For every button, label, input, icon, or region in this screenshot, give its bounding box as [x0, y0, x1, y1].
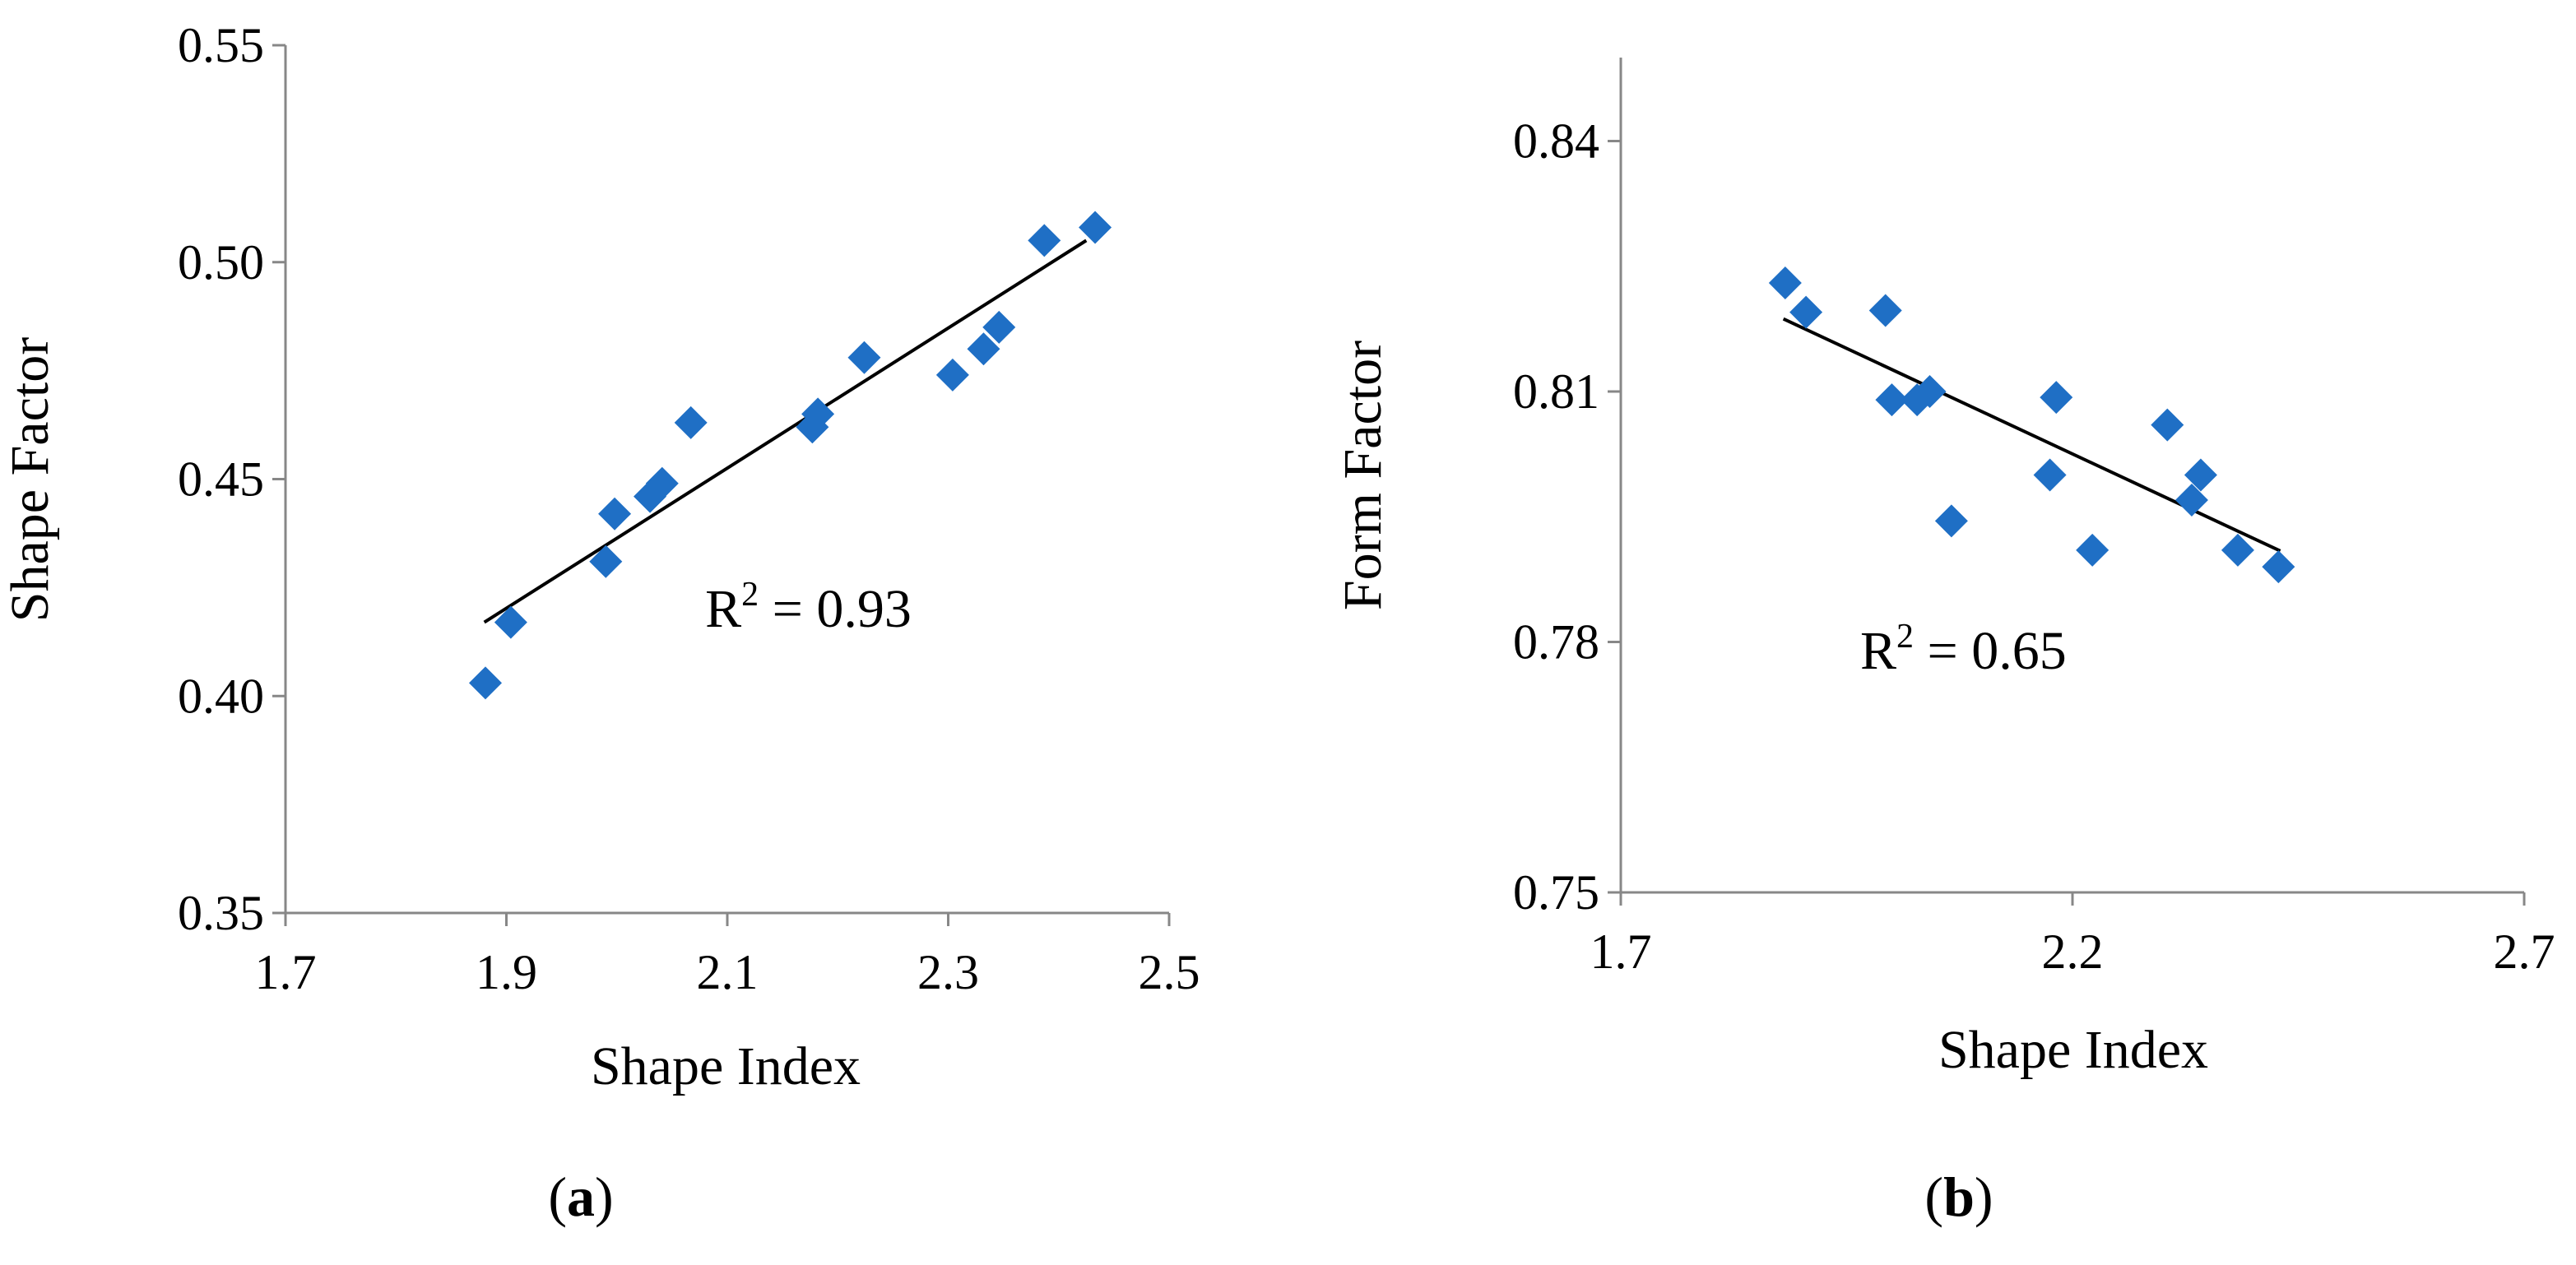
y-tick-label: 0.35 [178, 886, 264, 940]
r-squared-value: = 0.93 [759, 579, 912, 639]
panel-label: (a) [548, 1165, 613, 1228]
data-point-diamond [2033, 458, 2067, 492]
data-point-diamond [589, 544, 623, 578]
x-tick-label: 2.5 [1139, 945, 1200, 999]
data-point-diamond [847, 341, 881, 374]
y-tick-label: 0.45 [178, 452, 264, 507]
y-tick-label: 0.50 [178, 235, 264, 290]
r-squared-superscript: 2 [741, 576, 759, 614]
x-axis-title: Shape Index [1938, 1020, 2208, 1080]
data-point-diamond [967, 332, 1000, 366]
data-point-diamond [1768, 266, 1802, 300]
data-point-diamond [2184, 458, 2217, 492]
x-tick-label: 2.2 [2042, 924, 2104, 979]
x-axis-ticks: 1.7 2.2 2.7 [1590, 892, 2555, 979]
trendline [483, 239, 1088, 624]
y-axis-title: Form Factor [1333, 341, 1393, 610]
data-point-diamond [1913, 375, 1947, 408]
data-point-diamond [1028, 224, 1061, 257]
data-point-diamond [674, 405, 708, 439]
data-point-diamond [2076, 533, 2110, 567]
data-point-diamond [2040, 381, 2073, 415]
data-point-diamond [2262, 550, 2295, 584]
y-tick-label: 0.75 [1513, 865, 1599, 920]
x-tick-label: 1.9 [476, 945, 537, 999]
data-point-diamond [2151, 408, 2184, 442]
data-point-diamond [935, 358, 969, 392]
data-point-diamond [645, 466, 679, 500]
r-squared-symbol: R [1860, 621, 1896, 681]
y-tick-label: 0.84 [1513, 114, 1599, 169]
data-point-diamond [1079, 211, 1112, 244]
data-point-diamond [598, 497, 632, 531]
x-tick-label: 2.7 [2494, 924, 2555, 979]
data-point-diamond [1934, 504, 1968, 538]
r-squared-value: = 0.65 [1914, 621, 2067, 681]
r-squared-annotation: R2 = 0.65 [1860, 618, 2067, 681]
x-tick-label: 1.7 [1590, 924, 1652, 979]
data-points [468, 211, 1112, 700]
data-point-diamond [2221, 533, 2254, 567]
x-tick-label: 2.3 [917, 945, 979, 999]
panel-label-letter: a [567, 1165, 595, 1228]
r-squared-symbol: R [705, 579, 741, 639]
x-tick-label: 2.1 [697, 945, 759, 999]
y-axis-ticks: 0.35 0.40 0.45 0.50 0.55 [178, 18, 285, 940]
data-point-diamond [468, 666, 502, 700]
data-point-diamond [494, 605, 527, 639]
r-squared-annotation: R2 = 0.93 [705, 576, 912, 639]
panel-label: (b) [1924, 1165, 1993, 1228]
y-tick-label: 0.78 [1513, 615, 1599, 670]
chart-panel-b: 0.75 0.78 0.81 0.84 1.7 2.2 2.7 R2 = 0.65 Sha… [1333, 58, 2555, 1228]
data-point-diamond [801, 397, 835, 431]
x-tick-label: 1.7 [255, 945, 317, 999]
data-point-diamond [982, 310, 1016, 344]
data-point-diamond [2175, 483, 2208, 517]
panel-label-letter: b [1943, 1165, 1975, 1228]
y-tick-label: 0.55 [178, 18, 264, 72]
y-axis-title: Shape Factor [0, 337, 60, 622]
data-point-diamond [1868, 294, 1902, 327]
chart-panel-a: 0.35 0.40 0.45 0.50 0.55 1.7 1.9 2.1 2.3 2.5 R2 … [0, 18, 1200, 1228]
y-axis-ticks: 0.75 0.78 0.81 0.84 [1513, 114, 1621, 920]
y-tick-label: 0.40 [178, 669, 264, 723]
data-point-diamond [1875, 383, 1909, 417]
x-axis-ticks: 1.7 1.9 2.1 2.3 2.5 [255, 913, 1200, 999]
trendline [1782, 317, 2281, 553]
data-points [1768, 266, 2295, 584]
r-squared-superscript: 2 [1896, 618, 1914, 656]
y-tick-label: 0.81 [1513, 364, 1599, 419]
data-point-diamond [1789, 295, 1823, 329]
x-axis-title: Shape Index [591, 1036, 861, 1096]
